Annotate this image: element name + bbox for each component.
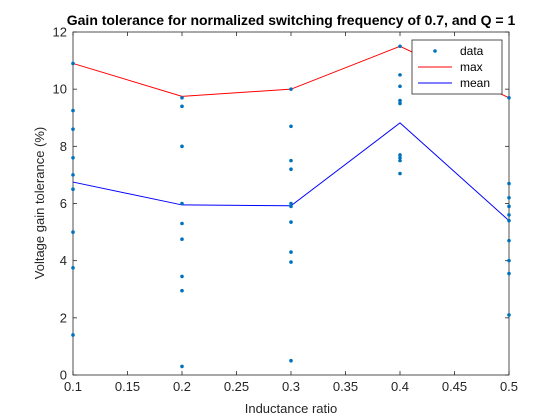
data-point (180, 221, 184, 226)
x-tick-label: 0.15 (115, 379, 140, 394)
data-point (289, 87, 293, 91)
data-point (398, 73, 402, 77)
data-point (180, 237, 184, 242)
data-point (289, 124, 293, 129)
x-tick-label: 0.1 (64, 379, 82, 394)
data-point (507, 313, 511, 317)
data-point (507, 204, 511, 209)
y-tick-label: 2 (60, 310, 67, 325)
data-point (71, 333, 75, 337)
data-point (398, 101, 402, 106)
data-point (398, 158, 402, 163)
x-tick-label: 0.4 (391, 379, 409, 394)
data-point (398, 171, 402, 176)
data-point (289, 204, 293, 209)
x-axis-label: Inductance ratio (245, 401, 338, 416)
data-point (507, 195, 511, 200)
y-tick-label: 6 (60, 196, 67, 211)
data-point (289, 158, 293, 163)
data-point (71, 187, 75, 192)
data-point (289, 250, 293, 254)
data-point (289, 167, 293, 171)
legend-marker-data (433, 49, 437, 53)
data-point (71, 266, 75, 270)
legend: data max mean (411, 39, 503, 95)
data-point (71, 61, 75, 66)
x-tick-label: 0.45 (442, 379, 467, 394)
data-point (180, 95, 184, 100)
legend-label-mean: mean (460, 76, 490, 90)
x-tick-label: 0.5 (500, 379, 518, 394)
x-tick-label: 0.35 (333, 379, 358, 394)
data-point (71, 173, 75, 177)
data-point (507, 238, 511, 243)
data-point (507, 258, 511, 263)
legend-label-data: data (460, 44, 484, 58)
data-point (507, 218, 511, 223)
data-point (180, 274, 184, 279)
data-point (507, 181, 511, 186)
data-point (289, 260, 293, 264)
x-tick-label: 0.2 (173, 379, 191, 394)
data-point (507, 95, 511, 100)
chart-title: Gain tolerance for normalized switching … (67, 12, 516, 28)
data-point (180, 288, 184, 293)
y-axis-label: Voltage gain tolerance (%) (32, 127, 47, 279)
data-point (398, 44, 402, 49)
y-tick-label: 12 (53, 25, 67, 40)
data-point (180, 364, 184, 369)
y-tick-label: 8 (60, 139, 67, 154)
legend-label-max: max (460, 60, 483, 74)
data-point (71, 127, 75, 131)
y-tick-label: 4 (60, 253, 67, 268)
data-point (398, 155, 402, 160)
data-point (507, 271, 511, 276)
data-point (180, 144, 184, 149)
data-point (289, 358, 293, 363)
data-point (180, 104, 184, 109)
y-tick-label: 10 (53, 82, 67, 97)
data-point (398, 98, 402, 103)
data-point (398, 153, 402, 157)
data-point (180, 201, 184, 206)
y-tick-label: 0 (60, 368, 67, 383)
data-point (289, 201, 293, 206)
data-point (398, 84, 402, 89)
x-tick-label: 0.25 (224, 379, 249, 394)
data-point (289, 220, 293, 224)
data-point (71, 155, 75, 160)
x-tick-label: 0.3 (282, 379, 300, 394)
data-point (71, 230, 75, 234)
data-point (507, 213, 511, 217)
data-point (71, 108, 75, 113)
